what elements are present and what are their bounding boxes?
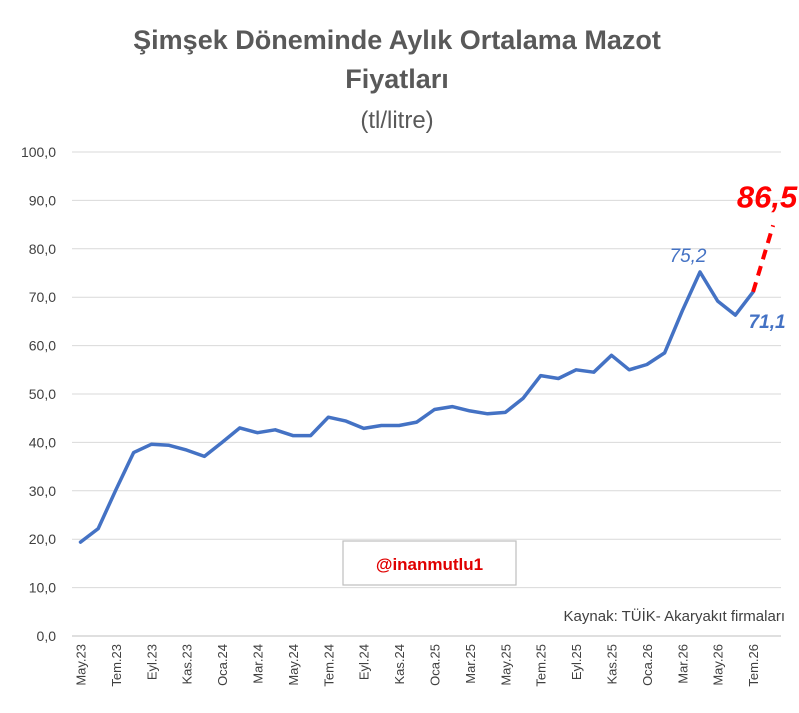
x-tick-label: May.23 [74,644,89,686]
x-tick-label: Mar.26 [675,644,690,684]
source-text: Kaynak: TÜİK- Akaryakıt firmaları [564,607,785,625]
x-tick-label: Tem.26 [746,644,761,687]
y-tick-label: 30,0 [29,483,56,499]
y-tick-label: 0,0 [37,628,57,644]
x-tick-label: Kas.25 [605,644,620,684]
x-tick-label: Eyl.25 [569,644,584,680]
x-tick-label: Mar.25 [463,644,478,684]
x-tick-label: Kas.23 [180,644,195,684]
x-tick-label: Tem.25 [534,644,549,687]
series-line-projection [751,224,776,293]
x-tick-label: Kas.24 [392,644,407,684]
y-tick-label: 80,0 [29,241,56,257]
label-peak-value: 75,2 [670,246,707,267]
x-tick-label: Eyl.23 [144,644,159,680]
y-axis: 0,0 10,0 20,0 30,0 40,0 50,0 60,0 70,0 80,0 90,0 1… [21,144,56,644]
x-tick-label: May.26 [711,644,726,686]
y-tick-label: 10,0 [29,580,56,596]
label-projection-value: 86,5 [737,179,798,214]
x-tick-label: May.24 [286,644,301,686]
x-axis: May.23 Tem.23 Eyl.23 Kas.23 Oca.24 Mar.24 May.… [74,644,762,687]
y-tick-label: 100,0 [21,144,56,160]
chart-title-line2: Fiyatları [345,64,449,94]
x-tick-label: Oca.25 [428,644,443,686]
x-tick-label: Oca.26 [640,644,655,686]
y-tick-label: 60,0 [29,338,56,354]
x-tick-label: May.25 [498,644,513,686]
x-tick-label: Tem.23 [109,644,124,687]
y-tick-label: 70,0 [29,289,56,305]
chart-title-line1: Şimşek Döneminde Aylık Ortalama Mazot [133,25,661,55]
x-tick-label: Oca.24 [215,644,230,686]
y-tick-label: 90,0 [29,192,56,208]
chart-subtitle: (tl/litre) [360,107,433,134]
x-tick-label: Tem.24 [321,644,336,687]
watermark-text: @inanmutlu1 [376,555,483,574]
series-group [78,224,776,544]
y-tick-label: 20,0 [29,531,56,547]
label-last-value: 71,1 [749,312,786,333]
series-line-mazot [78,270,755,544]
watermark: @inanmutlu1 [342,540,517,586]
y-tick-label: 50,0 [29,386,56,402]
y-tick-label: 40,0 [29,434,56,450]
x-tick-label: Eyl.24 [357,644,372,680]
x-tick-label: Mar.24 [251,644,266,684]
grid [72,151,781,637]
annotations: 75,2 71,1 86,5 [670,179,799,333]
watermark-box [342,540,517,586]
